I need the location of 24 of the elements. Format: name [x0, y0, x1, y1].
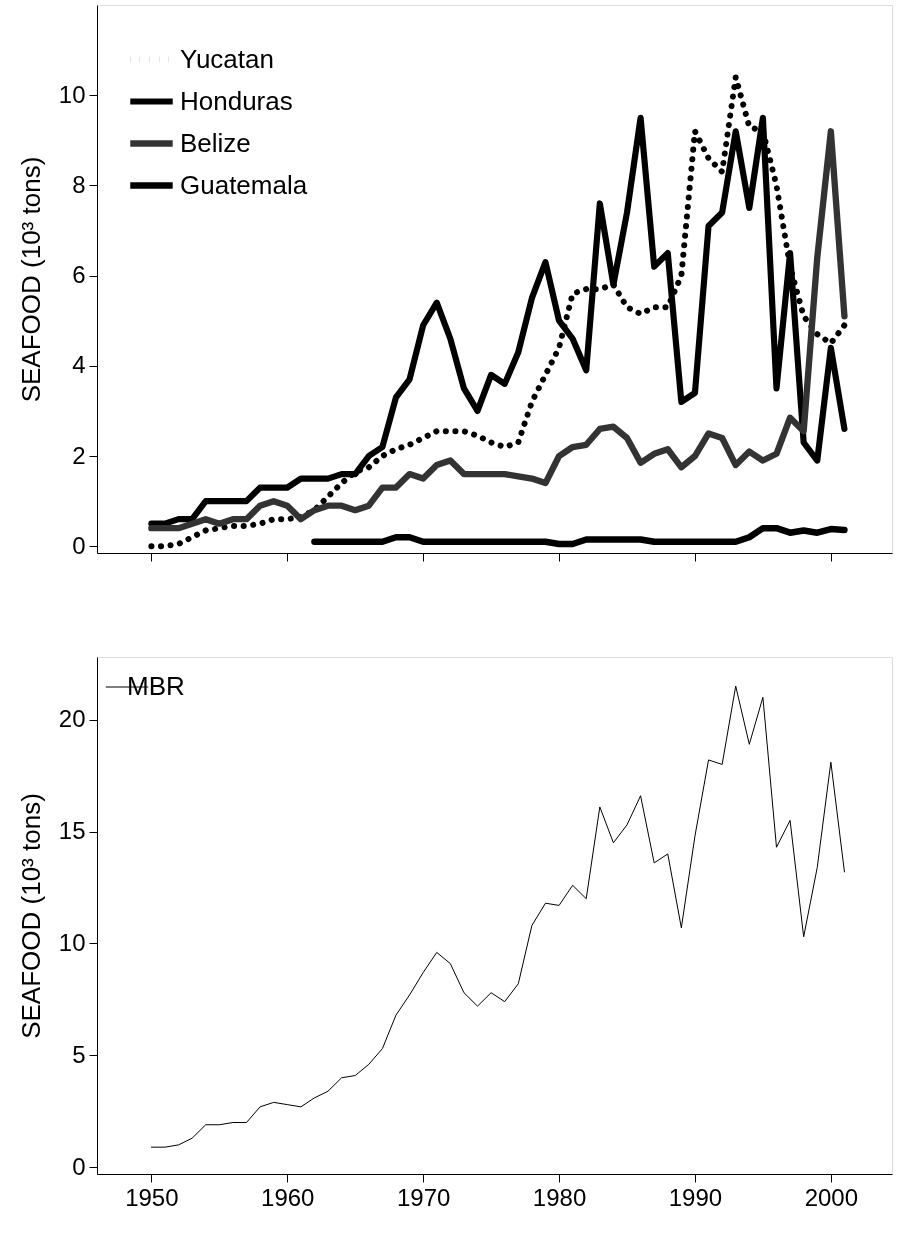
- x-tick-label: 1990: [668, 1183, 723, 1211]
- legend-label: Belize: [180, 127, 251, 158]
- y-tick-label: 15: [58, 817, 86, 845]
- y-tick-label: 4: [72, 351, 86, 379]
- y-tick-label: 6: [72, 261, 86, 289]
- legend-label: Yucatan: [180, 43, 274, 74]
- text: MBR: [127, 671, 185, 701]
- x-tick-label: 1950: [125, 1183, 179, 1211]
- y-axis-title: SEAFOOD (10³ tons): [15, 156, 46, 403]
- y-tick-label: 10: [58, 80, 86, 108]
- y-tick-label: 0: [72, 531, 86, 559]
- x-tick-label: 2000: [804, 1183, 859, 1211]
- y-tick-label: 10: [58, 928, 86, 956]
- x-tick-label: 1960: [261, 1183, 315, 1211]
- y-axis-title: SEAFOOD (10³ tons): [15, 793, 46, 1039]
- x-tick-label: 1970: [396, 1183, 451, 1211]
- y-tick-label: 0: [72, 1152, 86, 1180]
- y-tick-label: 8: [72, 170, 86, 198]
- y-tick-label: 5: [72, 1040, 86, 1068]
- legend-label: Honduras: [180, 85, 293, 116]
- y-tick-label: 2: [72, 441, 86, 469]
- y-tick-label: 20: [58, 705, 86, 733]
- legend-label: Guatemala: [180, 169, 308, 200]
- x-tick-label: 1980: [532, 1183, 587, 1211]
